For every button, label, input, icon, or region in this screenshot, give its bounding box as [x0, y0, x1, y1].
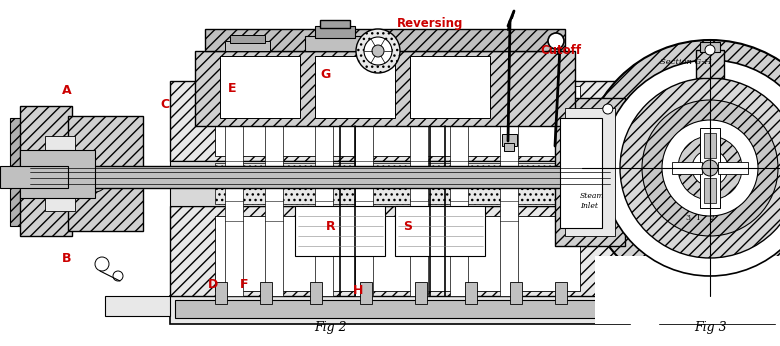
Bar	[215, 282, 227, 304]
Bar	[225, 101, 243, 296]
Circle shape	[356, 29, 400, 73]
Bar	[310, 282, 322, 304]
Bar	[740, 276, 762, 288]
Circle shape	[582, 40, 780, 296]
Bar	[315, 56, 395, 118]
Bar	[672, 276, 694, 288]
Bar	[395, 206, 485, 256]
Text: F: F	[240, 277, 249, 291]
Circle shape	[620, 78, 780, 258]
Bar	[704, 133, 716, 158]
Bar	[360, 282, 372, 304]
Bar	[315, 26, 355, 38]
Bar	[595, 256, 780, 324]
Bar	[205, 29, 565, 51]
Bar	[30, 166, 610, 188]
Bar	[700, 42, 720, 52]
Bar	[305, 36, 365, 51]
Text: H: H	[353, 284, 363, 298]
Circle shape	[692, 150, 728, 186]
Bar	[415, 282, 427, 304]
Bar	[320, 20, 350, 28]
Text: G: G	[320, 67, 330, 81]
Text: S: S	[403, 219, 412, 233]
Circle shape	[702, 160, 718, 176]
Bar	[195, 51, 575, 126]
Bar	[555, 282, 567, 304]
Text: D: D	[208, 277, 218, 291]
Bar	[215, 163, 580, 204]
Text: Reversing: Reversing	[397, 18, 463, 30]
Bar	[500, 101, 518, 296]
Text: R: R	[326, 219, 335, 233]
Circle shape	[642, 100, 778, 236]
Circle shape	[364, 37, 392, 65]
Bar	[215, 216, 580, 291]
Bar	[560, 118, 602, 228]
Bar	[45, 136, 75, 211]
Bar	[450, 101, 468, 296]
Text: Fig 2: Fig 2	[314, 321, 346, 335]
Bar	[700, 128, 720, 208]
Text: 2: 2	[710, 214, 714, 222]
Bar	[315, 101, 333, 296]
Bar	[410, 101, 428, 296]
Circle shape	[602, 60, 780, 276]
Text: Cutoff: Cutoff	[540, 45, 581, 57]
Circle shape	[603, 104, 613, 114]
Circle shape	[372, 45, 384, 57]
Bar	[20, 106, 72, 236]
Text: E: E	[228, 82, 236, 94]
Bar	[265, 101, 283, 296]
Bar	[504, 143, 514, 151]
Circle shape	[95, 257, 109, 271]
Bar	[170, 206, 625, 296]
Bar	[215, 86, 580, 156]
Bar	[225, 41, 270, 51]
Bar	[555, 98, 625, 246]
Bar	[170, 296, 630, 324]
Bar	[718, 162, 748, 174]
Text: B: B	[62, 253, 72, 265]
Bar	[696, 50, 724, 78]
Bar	[465, 282, 477, 304]
Bar	[175, 300, 625, 318]
Circle shape	[83, 168, 107, 192]
Bar	[502, 134, 517, 146]
Text: Fig 3: Fig 3	[693, 321, 726, 335]
Bar	[672, 162, 702, 174]
Bar	[220, 56, 300, 118]
Bar	[410, 56, 490, 118]
Bar	[68, 116, 143, 231]
Bar	[230, 35, 265, 43]
Text: 1: 1	[696, 214, 700, 222]
Circle shape	[113, 271, 123, 281]
Bar	[20, 150, 95, 198]
Text: 3: 3	[686, 214, 690, 222]
Bar	[668, 270, 768, 278]
Text: Steam
Inlet: Steam Inlet	[580, 192, 605, 210]
Bar	[170, 161, 625, 206]
Circle shape	[662, 120, 758, 216]
Bar	[260, 282, 272, 304]
Bar	[55, 126, 95, 221]
Bar	[660, 302, 775, 324]
Text: C: C	[160, 98, 169, 110]
Bar	[105, 296, 170, 316]
Bar	[565, 108, 615, 236]
Bar	[595, 269, 780, 324]
Bar	[704, 178, 716, 203]
Text: A: A	[62, 84, 72, 98]
Bar	[355, 101, 373, 296]
Circle shape	[678, 136, 742, 200]
Bar	[510, 282, 522, 304]
Bar	[295, 206, 385, 256]
Circle shape	[548, 33, 564, 49]
Bar	[10, 118, 40, 226]
Bar	[170, 81, 625, 161]
Bar	[0, 166, 68, 188]
Circle shape	[705, 45, 715, 55]
Bar	[672, 286, 764, 304]
Text: Section G-H: Section G-H	[660, 58, 711, 66]
